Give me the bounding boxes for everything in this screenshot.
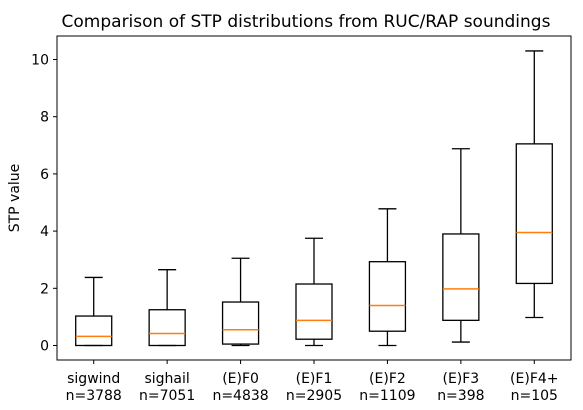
x-tick-label: (E)F0 <box>222 371 259 387</box>
iqr-box <box>148 309 186 347</box>
box-4 <box>368 208 407 347</box>
x-count-label: n=2905 <box>286 388 342 404</box>
x-tick-label: (E)F3 <box>442 371 479 387</box>
y-tick-label: 10 <box>31 53 49 69</box>
box-5 <box>442 148 480 343</box>
plot-area-frame <box>56 35 572 361</box>
iqr-box <box>295 283 333 340</box>
iqr-box <box>442 233 480 321</box>
box-1 <box>148 269 186 347</box>
box-0 <box>75 276 113 347</box>
x-tick-label: (E)F4+ <box>510 371 558 387</box>
y-tick-label: 0 <box>40 339 49 355</box>
x-count-label: n=3788 <box>66 388 122 404</box>
x-count-label: n=105 <box>511 388 558 404</box>
chart-title: Comparison of STP distributions from RUC… <box>62 12 551 32</box>
x-tick-label: sigwind <box>67 371 120 387</box>
x-count-label: n=398 <box>437 388 484 404</box>
x-tick-label: (E)F2 <box>369 371 406 387</box>
boxes <box>75 50 553 347</box>
x-tick-label: sighail <box>144 371 189 387</box>
y-tick-label: 2 <box>40 281 49 297</box>
box-3 <box>295 237 333 347</box>
iqr-box <box>368 261 407 332</box>
iqr-box <box>221 301 260 345</box>
y-axis-label: STP value <box>7 164 23 233</box>
iqr-box <box>515 143 553 285</box>
y-axis: 0 2 4 6 8 10 <box>31 53 57 355</box>
x-count-label: n=1109 <box>359 388 415 404</box>
box-6 <box>515 50 553 319</box>
y-tick-label: 6 <box>40 167 49 183</box>
y-tick-label: 4 <box>40 224 49 240</box>
x-count-label: n=4838 <box>212 388 268 404</box>
x-tick-label: (E)F1 <box>296 371 333 387</box>
box-2 <box>221 257 260 347</box>
y-tick-label: 8 <box>40 110 49 126</box>
x-count-label: n=7051 <box>139 388 195 404</box>
iqr-box <box>75 315 113 347</box>
